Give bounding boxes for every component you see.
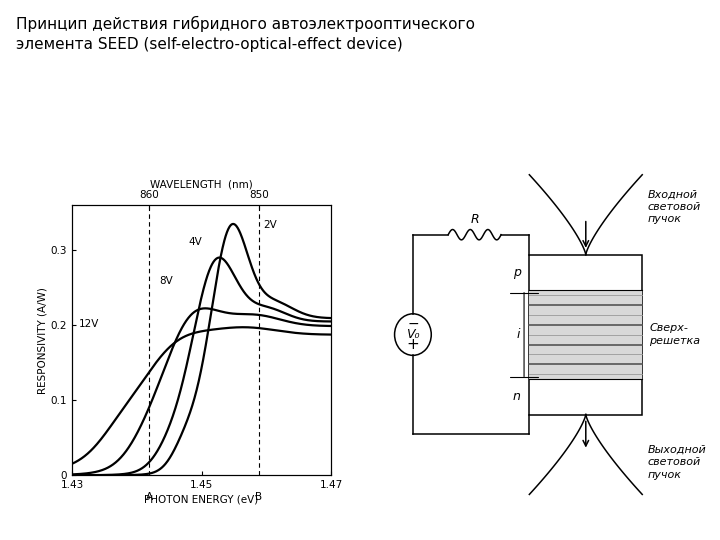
Text: 12V: 12V <box>78 320 99 329</box>
Text: 2V: 2V <box>264 220 277 229</box>
Y-axis label: RESPONSIVITY (A/W): RESPONSIVITY (A/W) <box>38 287 48 394</box>
Bar <box>529 255 642 415</box>
Text: −: − <box>407 317 419 331</box>
Text: A: A <box>145 492 153 502</box>
X-axis label: PHOTON ENERGY (eV): PHOTON ENERGY (eV) <box>145 494 258 504</box>
Text: Принцип действия гибридного автоэлектрооптического
элемента SEED (self-electro-o: Принцип действия гибридного автоэлектроо… <box>16 16 475 52</box>
Text: V₀: V₀ <box>406 328 420 341</box>
X-axis label: WAVELENGTH  (nm): WAVELENGTH (nm) <box>150 180 253 190</box>
Text: n: n <box>513 390 521 403</box>
Text: 8V: 8V <box>160 276 174 286</box>
Text: +: + <box>407 338 419 353</box>
Bar <box>529 290 642 379</box>
Text: R: R <box>470 213 479 226</box>
Text: i: i <box>517 328 521 341</box>
Text: Сверх-
решетка: Сверх- решетка <box>649 323 701 346</box>
Text: B: B <box>255 492 262 502</box>
Text: p: p <box>513 266 521 279</box>
Text: Выходной
световой
пучок: Выходной световой пучок <box>647 445 706 480</box>
Text: 4V: 4V <box>189 237 202 247</box>
Text: Входной
световой
пучок: Входной световой пучок <box>647 190 701 224</box>
